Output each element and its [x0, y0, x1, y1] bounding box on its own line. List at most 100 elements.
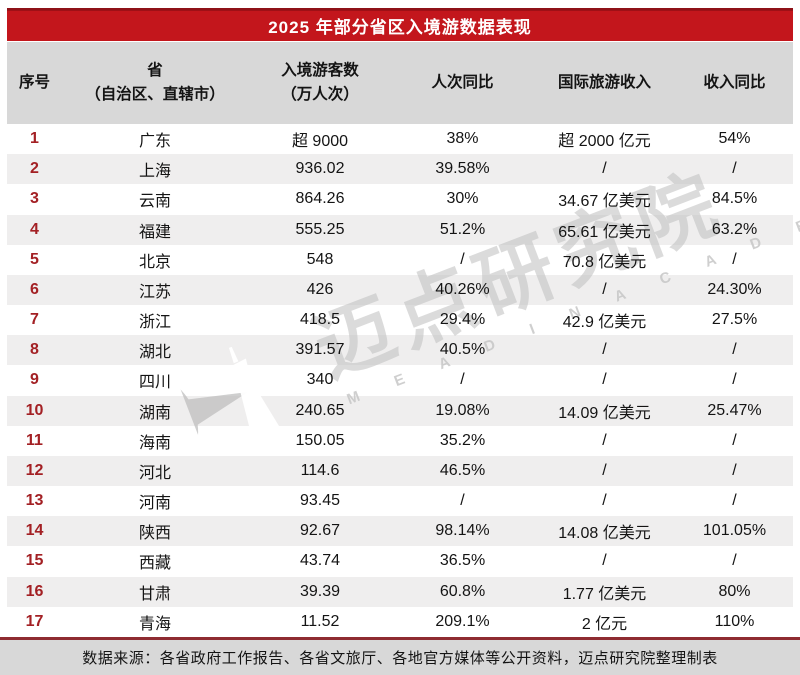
- table-row: 7 浙江 418.5 29.4% 42.9 亿美元 27.5%: [7, 305, 793, 336]
- visitor-count: 391.57: [295, 341, 345, 359]
- visitor-count: 426: [306, 280, 334, 298]
- visitor-count: 43.74: [299, 552, 341, 570]
- visitor-yoy: 51.2%: [439, 220, 486, 238]
- income-yoy: 101.05%: [702, 522, 767, 540]
- income-yoy: 25.47%: [707, 401, 762, 419]
- tourism-income: 34.67 亿美元: [558, 193, 651, 211]
- table-title-bar: 2025 年部分省区入境游数据表现: [7, 8, 793, 41]
- visitor-count: 11.52: [300, 612, 340, 630]
- province-name: 湖北: [138, 344, 171, 362]
- col-header-income-label: 国际旅游收入: [557, 73, 651, 91]
- tourism-income: 14.09 亿美元: [558, 404, 651, 422]
- income-yoy: /: [732, 461, 737, 479]
- tourism-income: /: [602, 552, 607, 570]
- visitor-yoy: 46.5%: [439, 461, 486, 479]
- col-header-index-label: 序号: [18, 73, 50, 91]
- table-row: 9 四川 340 / / /: [7, 365, 793, 396]
- province-name: 上海: [138, 163, 171, 181]
- row-index: 15: [25, 552, 44, 570]
- source-note-bar: 数据来源：各省政府工作报告、各省文旅厅、各地官方媒体等公开资料，迈点研究院整理制…: [0, 640, 800, 675]
- income-yoy: 54%: [718, 130, 751, 148]
- row-index: 3: [30, 190, 39, 208]
- visitor-count: 340: [306, 371, 334, 389]
- income-yoy: /: [732, 371, 737, 389]
- row-index: 16: [25, 582, 44, 600]
- visitor-yoy: 36.5%: [439, 552, 486, 570]
- row-index: 1: [30, 130, 39, 148]
- table-row: 15 西藏 43.74 36.5% / /: [7, 546, 793, 577]
- table-body: 1 广东 超 9000 38% 超 2000 亿元 54% 2 上海 936.0…: [7, 124, 793, 637]
- col-header-income: 国际旅游收入: [533, 71, 676, 95]
- income-yoy: 84.5%: [711, 190, 758, 208]
- tourism-income: 14.08 亿美元: [558, 525, 651, 543]
- income-yoy: /: [732, 160, 737, 178]
- income-yoy: /: [732, 250, 737, 268]
- income-yoy: /: [732, 552, 737, 570]
- table-row: 10 湖南 240.65 19.08% 14.09 亿美元 25.47%: [7, 395, 793, 426]
- table-row: 5 北京 548 / 70.8 亿美元 /: [7, 244, 793, 275]
- tourism-income: /: [602, 341, 607, 359]
- tourism-income: /: [602, 160, 607, 178]
- income-yoy: 80%: [718, 582, 751, 600]
- table-row: 14 陕西 92.67 98.14% 14.08 亿美元 101.05%: [7, 516, 793, 547]
- visitor-yoy: 40.26%: [435, 280, 490, 298]
- visitor-yoy: 60.8%: [439, 582, 486, 600]
- tourism-income: /: [602, 492, 607, 510]
- table-title: 2025 年部分省区入境游数据表现: [268, 18, 532, 37]
- income-yoy: 24.30%: [707, 280, 762, 298]
- footer-divider: [0, 637, 800, 640]
- visitor-yoy: 38%: [446, 130, 479, 148]
- col-header-province: 省 （自治区、直辖市）: [62, 59, 248, 107]
- table-row: 2 上海 936.02 39.58% / /: [7, 154, 793, 185]
- visitor-count: 418.5: [299, 311, 341, 329]
- visitor-count: 864.26: [295, 190, 345, 208]
- visitor-yoy: 209.1%: [435, 612, 490, 630]
- row-index: 6: [30, 280, 39, 298]
- row-index: 4: [30, 220, 39, 238]
- table-row: 4 福建 555.25 51.2% 65.61 亿美元 63.2%: [7, 214, 793, 245]
- province-name: 湖南: [138, 404, 171, 422]
- tourism-income: /: [602, 461, 607, 479]
- row-index: 12: [25, 461, 44, 479]
- province-name: 甘肃: [138, 585, 171, 603]
- visitor-count: 240.65: [295, 401, 345, 419]
- table-row: 13 河南 93.45 / / /: [7, 486, 793, 517]
- source-note: 数据来源：各省政府工作报告、各省文旅厅、各地官方媒体等公开资料，迈点研究院整理制…: [82, 650, 718, 667]
- tourism-income: 超 2000 亿元: [558, 133, 651, 151]
- table-row: 6 江苏 426 40.26% / 24.30%: [7, 274, 793, 306]
- col-header-visitors: 入境游客数 （万人次）: [248, 59, 392, 107]
- table-row: 16 甘肃 39.39 60.8% 1.77 亿美元 80%: [7, 576, 793, 607]
- table-row: 17 青海 11.52 209.1% 2 亿元 110%: [7, 606, 793, 637]
- visitor-yoy: /: [460, 371, 465, 389]
- income-yoy: 27.5%: [711, 311, 758, 329]
- row-index: 11: [26, 431, 43, 449]
- row-index: 13: [25, 492, 44, 510]
- row-index: 8: [30, 341, 39, 359]
- province-name: 北京: [138, 253, 171, 271]
- province-name: 广东: [138, 133, 171, 151]
- tourism-income: 1.77 亿美元: [562, 585, 647, 603]
- tourism-income: /: [602, 371, 607, 389]
- col-header-income-yoy: 收入同比: [676, 71, 793, 95]
- tourism-income: 70.8 亿美元: [562, 253, 647, 271]
- visitor-count: 936.02: [295, 160, 345, 178]
- visitor-yoy: /: [460, 250, 465, 268]
- income-yoy: 110%: [714, 612, 755, 630]
- col-header-income-yoy-label: 收入同比: [703, 73, 766, 91]
- visitor-yoy: 19.08%: [435, 401, 490, 419]
- visitor-yoy: 35.2%: [439, 431, 486, 449]
- province-name: 河南: [138, 495, 171, 513]
- province-name: 江苏: [138, 283, 171, 301]
- province-name: 西藏: [138, 555, 171, 573]
- province-name: 陕西: [138, 525, 171, 543]
- table-row: 1 广东 超 9000 38% 超 2000 亿元 54%: [7, 124, 793, 155]
- row-index: 7: [30, 311, 39, 329]
- visitor-yoy: 30%: [446, 190, 479, 208]
- row-index: 14: [25, 522, 44, 540]
- income-yoy: /: [732, 341, 737, 359]
- row-index: 5: [30, 250, 39, 268]
- visitor-count: 555.25: [295, 220, 345, 238]
- table-row: 8 湖北 391.57 40.5% / /: [7, 335, 793, 366]
- tourism-income: 42.9 亿美元: [562, 314, 647, 332]
